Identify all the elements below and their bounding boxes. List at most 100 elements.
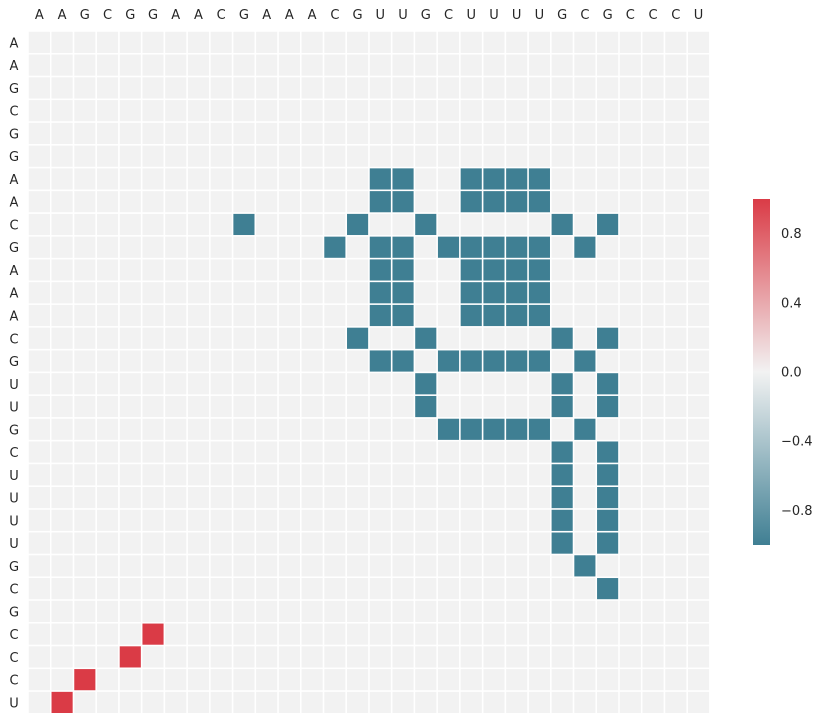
heatmap-cell: [619, 77, 641, 99]
heatmap-cell: [619, 31, 641, 53]
heatmap-cell: [119, 555, 141, 577]
heatmap-cell: [574, 31, 596, 53]
heatmap-cell: [528, 31, 550, 53]
heatmap-cell: [574, 327, 596, 349]
heatmap-cell: [74, 77, 96, 99]
heatmap-cell: [51, 31, 73, 53]
heatmap-cell: [165, 54, 187, 76]
heatmap-cell: [437, 327, 460, 349]
heatmap-cell: [142, 691, 164, 713]
heatmap-cell: [324, 509, 346, 531]
heatmap-cell: [119, 646, 141, 668]
heatmap-cell: [506, 168, 528, 190]
heatmap-cell: [369, 669, 391, 691]
heatmap-cell: [142, 373, 164, 395]
heatmap-cell: [256, 327, 278, 349]
heatmap-cell: [74, 304, 96, 327]
heatmap-cell: [483, 122, 505, 144]
heatmap-cell: [96, 669, 119, 691]
heatmap-cell: [574, 145, 596, 167]
heatmap-cell: [96, 395, 119, 418]
heatmap-cell: [256, 646, 278, 668]
y-tick-label: U: [9, 492, 19, 507]
heatmap-cell: [574, 464, 596, 486]
x-tick-label: A: [285, 8, 294, 23]
heatmap-cell: [347, 532, 369, 554]
heatmap-cell: [187, 236, 210, 258]
heatmap-cell: [506, 259, 528, 281]
heatmap-cell: [528, 691, 550, 713]
heatmap-cell: [96, 213, 119, 236]
heatmap-cell: [483, 191, 505, 213]
heatmap-cell: [96, 441, 119, 463]
x-tick-label: G: [239, 8, 249, 23]
heatmap-cell: [28, 236, 50, 258]
heatmap-cell: [460, 691, 482, 713]
heatmap-grid: [28, 31, 710, 713]
heatmap-cell: [165, 623, 187, 645]
heatmap-cell: [165, 191, 187, 213]
heatmap-cell: [187, 441, 210, 463]
heatmap-cell: [369, 487, 391, 509]
heatmap-cell: [460, 600, 482, 622]
heatmap-cell: [256, 532, 278, 554]
heatmap-cell: [483, 532, 505, 554]
heatmap-cell: [210, 691, 232, 713]
heatmap-cell: [278, 213, 300, 236]
heatmap-cell: [210, 623, 232, 645]
heatmap-cell: [187, 259, 210, 281]
heatmap-cell: [642, 191, 664, 213]
heatmap-cell: [347, 691, 369, 713]
heatmap-cell: [437, 691, 460, 713]
heatmap-cell: [687, 669, 710, 691]
heatmap-cell: [506, 122, 528, 144]
heatmap-cell: [597, 441, 619, 463]
heatmap-cell: [210, 327, 232, 349]
heatmap-cell: [256, 31, 278, 53]
heatmap-cell: [597, 623, 619, 645]
heatmap-cell: [51, 578, 73, 600]
heatmap-cell: [574, 168, 596, 190]
heatmap-cell: [392, 77, 414, 99]
x-tick-label: A: [262, 8, 271, 23]
heatmap-cell: [483, 54, 505, 76]
heatmap-cell: [597, 100, 619, 122]
x-tick-label: A: [308, 8, 317, 23]
heatmap-cell: [324, 669, 346, 691]
heatmap-cell: [597, 304, 619, 327]
heatmap-cell: [51, 122, 73, 144]
heatmap-cell: [392, 213, 414, 236]
heatmap-cell: [619, 441, 641, 463]
heatmap-cell: [278, 236, 300, 258]
heatmap-cell: [74, 395, 96, 418]
x-tick-label: A: [58, 8, 67, 23]
heatmap-cell: [551, 191, 573, 213]
heatmap-cell: [483, 350, 505, 372]
heatmap-cell: [665, 145, 687, 167]
x-tick-label: C: [444, 8, 453, 23]
heatmap-cell: [301, 464, 323, 486]
heatmap-cell: [233, 259, 255, 281]
heatmap-cell: [687, 487, 710, 509]
heatmap-cell: [665, 122, 687, 144]
heatmap-cell: [119, 304, 141, 327]
heatmap-cell: [460, 259, 482, 281]
colorbar-tick-label: 0.8: [781, 227, 802, 242]
x-tick-label: G: [557, 8, 567, 23]
heatmap-cell: [28, 623, 50, 645]
heatmap-cell: [415, 669, 437, 691]
heatmap-cell: [187, 31, 210, 53]
heatmap-cell: [597, 168, 619, 190]
heatmap-cell: [415, 373, 437, 395]
heatmap-cell: [74, 54, 96, 76]
heatmap-cell: [347, 327, 369, 349]
heatmap-cell: [301, 122, 323, 144]
heatmap-cell: [687, 623, 710, 645]
heatmap-cell: [437, 191, 460, 213]
heatmap-cell: [415, 555, 437, 577]
heatmap-cell: [528, 350, 550, 372]
y-tick-label: G: [9, 355, 19, 370]
heatmap-cell: [142, 441, 164, 463]
heatmap-cell: [119, 509, 141, 531]
